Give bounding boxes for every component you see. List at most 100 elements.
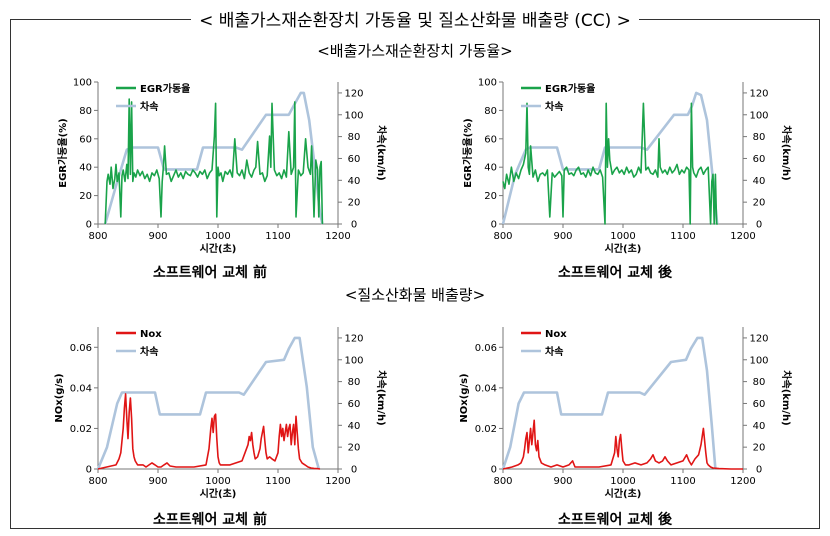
y2-tick-label: 120	[344, 333, 363, 344]
x-tick-label: 1200	[325, 231, 350, 242]
x-tick-label: 1000	[610, 231, 635, 242]
nox-chart-after: 800 900 1000 1100 120000.020.040.06020406080…	[459, 327, 793, 500]
caption-before-nox: 소프트웨어 교체 前	[153, 512, 267, 528]
y-tick-label: 60	[79, 134, 92, 145]
y-axis-label: EGR가동율(%)	[461, 118, 474, 188]
x-tick-label: 1100	[265, 231, 290, 242]
y2-tick-label: 0	[351, 220, 357, 231]
primary-series-line	[97, 393, 321, 470]
speed-series-line	[96, 336, 321, 470]
y2-tick-label: 80	[753, 377, 766, 388]
x-tick-label: 1000	[205, 231, 230, 242]
y2-tick-label: 20	[753, 198, 766, 209]
y-tick-label: 100	[73, 78, 92, 89]
speed-series-line	[501, 336, 717, 470]
x-tick-label: 1100	[265, 476, 290, 487]
x-tick-label: 800	[493, 476, 512, 487]
y2-tick-label: 40	[348, 421, 361, 432]
x-tick-label: 1200	[730, 231, 755, 242]
y-tick-label: 0	[86, 220, 92, 231]
y2-tick-label: 20	[348, 198, 361, 209]
main-title: < 배출가스재순환장치 가동율 및 질소산화물 배출량 (CC) >	[0, 6, 830, 31]
y2-tick-label: 40	[753, 421, 766, 432]
y2-tick-label: 0	[351, 465, 357, 476]
y-tick-label: 0.04	[475, 383, 497, 394]
legend-label: 차속	[140, 345, 158, 358]
y-tick-label: 80	[484, 106, 497, 117]
speed-series-line	[103, 91, 324, 225]
x-tick-label: 900	[148, 231, 167, 242]
y2-tick-label: 120	[749, 88, 768, 99]
legend-label: EGR가동율	[545, 82, 595, 95]
caption-before-egr: 소프트웨어 교체 前	[153, 265, 267, 281]
y2-tick-label: 80	[753, 132, 766, 143]
y2-tick-label: 100	[344, 110, 363, 121]
egr-chart-after: 800 900 1000 1100 12000204060801000204060801…	[461, 78, 793, 256]
x-tick-label: 800	[493, 231, 512, 242]
y2-tick-label: 100	[749, 355, 768, 366]
section-title-nox: <질소산화물 배출량>	[344, 286, 486, 304]
y-axis-label: EGR가동율(%)	[56, 118, 69, 188]
legend-label: 차속	[545, 345, 563, 358]
x-axis-label: 시간(초)	[200, 242, 237, 255]
y2-tick-label: 20	[348, 443, 361, 454]
y-tick-label: 20	[79, 191, 92, 202]
x-tick-label: 1000	[610, 476, 635, 487]
y-tick-label: 0	[491, 220, 497, 231]
y-tick-label: 0	[491, 465, 497, 476]
y2-tick-label: 60	[348, 154, 361, 165]
caption-after-egr: 소프트웨어 교체 後	[558, 265, 672, 281]
y2-axis-label: 차속(km/h)	[375, 370, 388, 425]
y2-tick-label: 80	[348, 377, 361, 388]
primary-series-line	[502, 419, 743, 470]
y2-tick-label: 120	[344, 88, 363, 99]
x-tick-label: 1000	[205, 476, 230, 487]
y-tick-label: 0.02	[70, 424, 92, 435]
y2-tick-label: 80	[348, 132, 361, 143]
y2-tick-label: 40	[348, 176, 361, 187]
y2-tick-label: 120	[749, 333, 768, 344]
y-tick-label: 80	[79, 106, 92, 117]
x-tick-label: 1100	[670, 231, 695, 242]
speed-series-line	[501, 91, 719, 225]
y-tick-label: 0	[86, 465, 92, 476]
y-tick-label: 60	[484, 134, 497, 145]
y-tick-label: 0.06	[475, 343, 497, 354]
x-tick-label: 800	[88, 231, 107, 242]
y2-tick-label: 60	[753, 399, 766, 410]
egr-chart-before: 800 900 1000 1100 12000204060801000204060801…	[56, 78, 388, 256]
x-tick-label: 800	[88, 476, 107, 487]
y2-tick-label: 100	[749, 110, 768, 121]
legend-label: EGR가동율	[140, 82, 190, 95]
y-tick-label: 40	[79, 163, 92, 174]
primary-series-line	[502, 102, 718, 225]
y2-tick-label: 40	[753, 176, 766, 187]
section-title-egr: <배출가스재순환장치 가동율>	[317, 42, 513, 60]
y-axis-label: NOx(g/s)	[54, 373, 65, 422]
y-tick-label: 100	[478, 78, 497, 89]
caption-after-nox: 소프트웨어 교체 後	[558, 512, 672, 528]
y-tick-label: 20	[484, 191, 497, 202]
y-tick-label: 0.04	[70, 383, 92, 394]
y2-tick-label: 0	[756, 465, 762, 476]
y2-tick-label: 0	[756, 220, 762, 231]
legend-label: Nox	[140, 329, 162, 340]
y2-tick-label: 100	[344, 355, 363, 366]
y2-tick-label: 60	[348, 399, 361, 410]
y-tick-label: 40	[484, 163, 497, 174]
x-tick-label: 900	[553, 476, 572, 487]
y-axis-label: NOx(g/s)	[459, 373, 470, 422]
legend-label: Nox	[545, 329, 567, 340]
y2-tick-label: 20	[753, 443, 766, 454]
x-tick-label: 1200	[325, 476, 350, 487]
x-axis-label: 시간(초)	[605, 242, 642, 255]
legend-label: 차속	[140, 100, 158, 113]
nox-chart-before: 800 900 1000 1100 120000.020.040.06020406080…	[54, 327, 388, 500]
x-tick-label: 1200	[730, 476, 755, 487]
legend-label: 차속	[545, 100, 563, 113]
primary-series-line	[104, 98, 324, 225]
x-axis-label: 시간(초)	[605, 487, 642, 500]
y2-axis-label: 차속(km/h)	[780, 370, 793, 425]
y-tick-label: 0.06	[70, 343, 92, 354]
y-tick-label: 0.02	[475, 424, 497, 435]
